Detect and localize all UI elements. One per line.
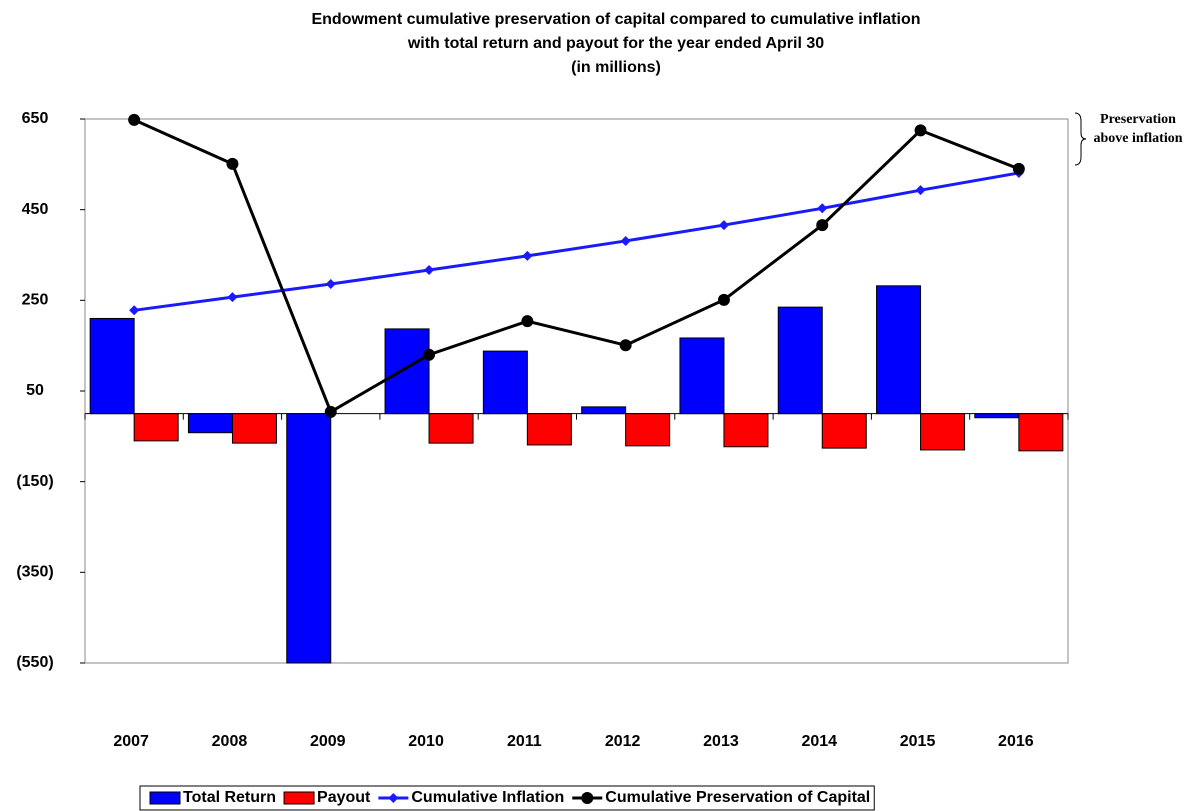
annotation: Preservation above inflation — [1093, 112, 1183, 146]
y-tick-label: 250 — [22, 292, 49, 309]
bar — [876, 285, 922, 415]
bar — [777, 306, 823, 415]
marker — [717, 293, 730, 306]
bar — [723, 413, 769, 448]
marker — [914, 124, 927, 137]
marker — [718, 220, 729, 231]
marker — [816, 219, 829, 232]
legend-label: Total Return — [183, 789, 276, 806]
chart-title: Endowment cumulative preservation of cap… — [311, 11, 920, 28]
x-tick-label: 2011 — [507, 733, 542, 750]
bar — [428, 413, 474, 444]
marker — [128, 113, 141, 126]
marker — [817, 203, 828, 214]
marker — [1012, 162, 1025, 175]
marker — [227, 292, 238, 303]
brace — [1074, 112, 1087, 166]
bar — [286, 413, 332, 664]
marker — [424, 264, 435, 275]
legend-label: Cumulative Inflation — [411, 789, 564, 806]
x-tick-label: 2013 — [703, 733, 739, 750]
x-tick-label: 2012 — [605, 733, 641, 750]
x-tick-label: 2009 — [310, 733, 346, 750]
bar — [384, 328, 430, 415]
x-tick-label: 2014 — [801, 733, 837, 750]
marker — [521, 315, 534, 328]
marker — [620, 235, 631, 246]
legend-swatch — [581, 792, 594, 804]
bar — [526, 413, 572, 446]
marker — [915, 185, 926, 196]
y-tick-label: (350) — [16, 564, 53, 581]
legend-swatch — [283, 791, 315, 805]
y-tick-label: (550) — [16, 654, 53, 671]
y-tick-label: 50 — [26, 382, 44, 399]
legend-swatch — [388, 793, 399, 803]
y-tick-label: 650 — [22, 110, 49, 127]
x-tick-label: 2010 — [408, 733, 444, 750]
bar — [133, 413, 179, 442]
y-tick-label: (150) — [16, 473, 53, 490]
marker — [619, 339, 632, 352]
bar — [821, 413, 867, 449]
legend-box — [139, 785, 875, 811]
chart-title: with total return and payout for the yea… — [407, 35, 824, 52]
x-tick-label: 2016 — [998, 733, 1034, 750]
marker — [325, 279, 336, 290]
legend-label: Cumulative Preservation of Capital — [605, 789, 870, 806]
bar — [187, 413, 233, 434]
y-tick-label: 450 — [22, 201, 49, 218]
x-tick-label: 2007 — [113, 733, 149, 750]
bar — [89, 317, 135, 415]
legend-swatch — [149, 791, 181, 805]
marker — [226, 157, 239, 170]
chart-title: (in millions) — [571, 59, 661, 76]
x-tick-label: 2008 — [212, 733, 248, 750]
bar — [920, 413, 966, 451]
line — [133, 118, 1020, 415]
marker — [324, 405, 337, 418]
marker — [129, 305, 140, 316]
marker — [423, 348, 436, 361]
bar — [625, 413, 671, 447]
bar — [1018, 413, 1064, 452]
bar — [231, 413, 277, 444]
marker — [522, 250, 533, 261]
bar — [974, 413, 1020, 419]
x-tick-label: 2015 — [900, 733, 936, 750]
bar — [482, 350, 528, 415]
legend-label: Payout — [317, 789, 371, 806]
bar — [679, 337, 725, 415]
bar — [581, 406, 627, 415]
